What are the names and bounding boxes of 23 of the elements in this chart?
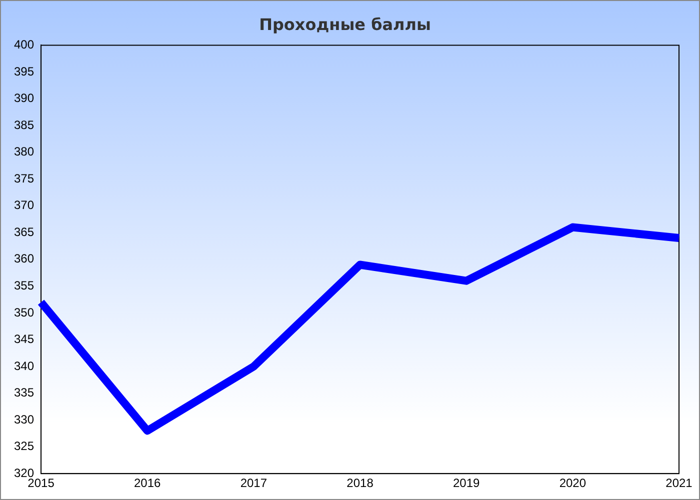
y-tick-label: 350 (14, 305, 34, 320)
y-tick-label: 370 (14, 198, 34, 212)
y-tick-label: 385 (14, 118, 34, 132)
y-tick-label: 335 (14, 386, 34, 400)
y-tick-label: 340 (14, 358, 34, 373)
x-tick-label: 2019 (452, 476, 480, 490)
x-tick-label: 2021 (666, 476, 693, 490)
y-tick-label: 330 (14, 412, 34, 426)
x-tick-label: 2017 (240, 476, 268, 490)
y-tick-label: 360 (14, 252, 34, 266)
y-tick-label: 380 (14, 144, 34, 159)
y-tick-label: 375 (14, 171, 34, 186)
y-tick-label: 345 (14, 332, 34, 346)
y-tick-label: 390 (14, 91, 34, 106)
y-tick-label: 365 (14, 224, 34, 239)
y-tick-label: 325 (14, 439, 34, 454)
x-tick-label: 2018 (346, 476, 374, 490)
y-tick-label: 355 (14, 278, 34, 292)
y-tick-label: 395 (14, 64, 34, 78)
x-tick-label: 2016 (134, 476, 162, 490)
y-tick-label: 400 (14, 38, 34, 52)
chart-title: Проходные баллы (259, 14, 431, 34)
x-tick-label: 2020 (559, 476, 586, 490)
